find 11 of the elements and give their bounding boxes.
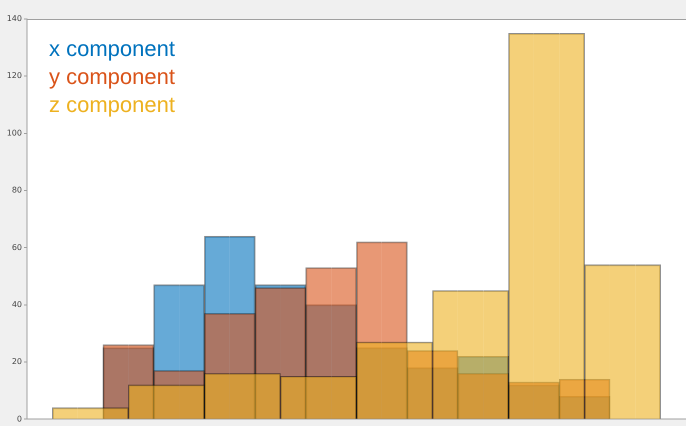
text: z component bbox=[49, 92, 175, 118]
y-tick-label: 60 bbox=[12, 242, 22, 252]
text: y component bbox=[49, 64, 175, 90]
text: x component bbox=[49, 36, 175, 62]
y-tick-label: 80 bbox=[12, 186, 22, 195]
y-tick-label: 40 bbox=[12, 300, 22, 309]
y-tick-label: 20 bbox=[12, 357, 22, 366]
y-tick-label: 140 bbox=[6, 14, 22, 24]
y-tick-label: 100 bbox=[6, 128, 22, 138]
y-tick-label: 120 bbox=[6, 71, 22, 80]
y-tick-label: 0 bbox=[16, 414, 22, 424]
